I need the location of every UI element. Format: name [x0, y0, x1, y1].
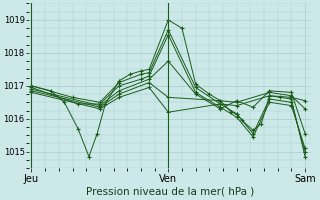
X-axis label: Pression niveau de la mer( hPa ): Pression niveau de la mer( hPa )	[85, 187, 254, 197]
